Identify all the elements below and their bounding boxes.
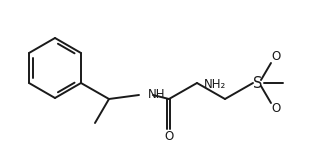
Text: O: O <box>164 130 174 143</box>
Text: S: S <box>253 77 263 92</box>
Text: NH₂: NH₂ <box>204 79 226 92</box>
Text: O: O <box>271 50 280 64</box>
Text: O: O <box>271 103 280 116</box>
Text: NH: NH <box>148 87 165 101</box>
